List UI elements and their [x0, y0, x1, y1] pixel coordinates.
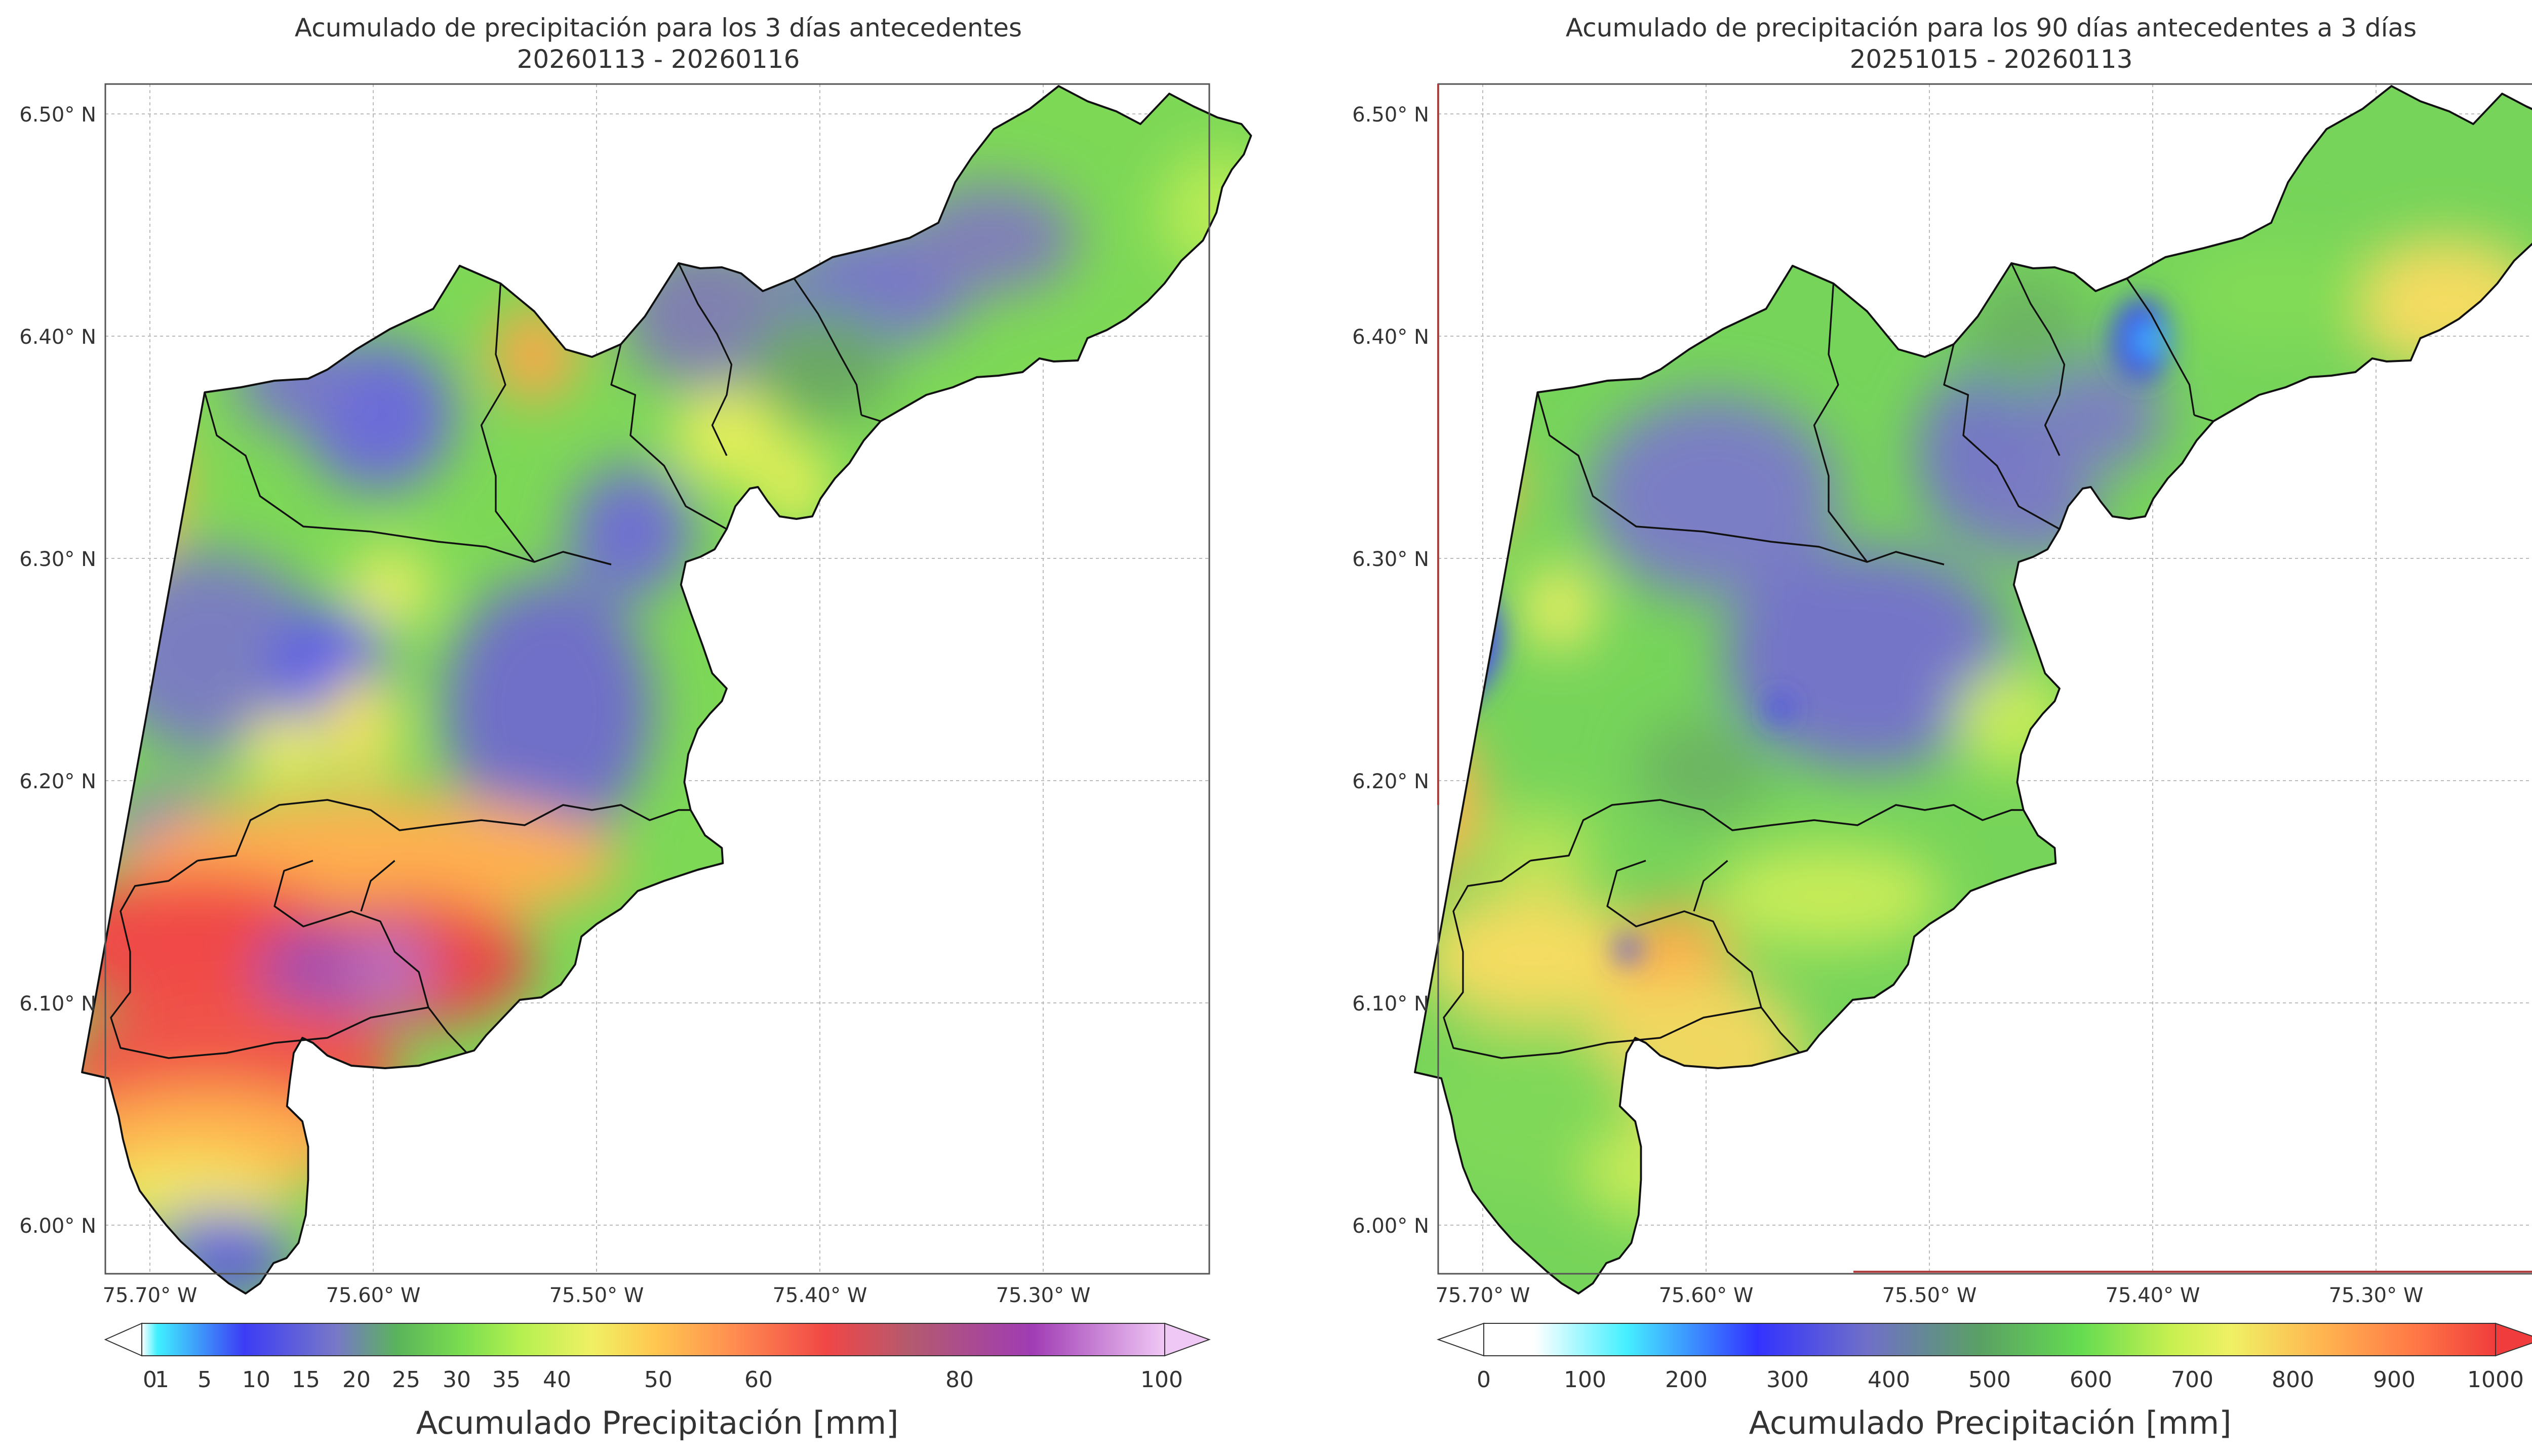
y-tick-label: 6.30° N	[19, 548, 96, 571]
map-panel-right: Acumulado de precipitación para los 90 d…	[1332, 0, 2532, 1456]
colorbar-tick: 60	[744, 1367, 773, 1393]
chart-title-left: Acumulado de precipitación para los 3 dí…	[295, 13, 1022, 43]
y-tick-label: 6.00° N	[19, 1215, 96, 1238]
x-tick-label: 75.30° W	[2329, 1284, 2424, 1307]
colorbar-label: Acumulado Precipitación [mm]	[1749, 1404, 2232, 1441]
colorbar-tick: 15	[292, 1367, 320, 1393]
y-tick-label: 6.00° N	[1352, 1215, 1429, 1238]
axes-overlay-left: Acumulado de precipitación para los 3 dí…	[19, 13, 1211, 1441]
colorbar-tick: 35	[492, 1367, 521, 1393]
colorbar-tick: 25	[392, 1367, 420, 1393]
colorbar-left: 0 1 5 10 15 20 25 30 35 40 50 60 80 100 …	[104, 1322, 1211, 1441]
y-tick-label: 6.20° N	[19, 770, 96, 793]
y-tick-labels-left: 6.50° N 6.40° N 6.30° N 6.20° N 6.10° N …	[19, 103, 96, 1238]
colorbar-right: 0 100 200 300 400 500 600 700 800 900 10…	[1437, 1322, 2532, 1441]
colorbar-gradient	[141, 1323, 1165, 1356]
x-tick-label: 75.70° W	[1436, 1284, 1530, 1307]
colorbar-tick: 80	[945, 1367, 974, 1393]
x-tick-label: 75.30° W	[996, 1284, 1091, 1307]
y-tick-labels-right: 6.50° N 6.40° N 6.30° N 6.20° N 6.10° N …	[1352, 103, 1429, 1238]
colorbar-tick: 500	[1968, 1367, 2011, 1393]
y-tick-label: 6.30° N	[1352, 548, 1429, 571]
colorbar-tick: 0	[143, 1367, 157, 1393]
x-tick-label: 75.70° W	[103, 1284, 197, 1307]
chart-subtitle-right: 20251015 - 20260113	[1850, 45, 2133, 74]
x-tick-label: 75.50° W	[549, 1284, 644, 1307]
x-tick-label: 75.60° W	[326, 1284, 421, 1307]
colorbar-tick: 200	[1665, 1367, 1708, 1393]
x-tick-label: 75.40° W	[773, 1284, 867, 1307]
y-tick-label: 6.20° N	[1352, 770, 1429, 793]
x-tick-label: 75.60° W	[1659, 1284, 1754, 1307]
y-tick-label: 6.50° N	[19, 103, 96, 127]
x-tick-label: 75.50° W	[1882, 1284, 1977, 1307]
colorbar-min-arrow	[104, 1322, 142, 1357]
colorbar-tick: 10	[242, 1367, 270, 1393]
colorbar-tick: 0	[1477, 1367, 1491, 1393]
y-tick-label: 6.50° N	[1352, 103, 1429, 127]
colorbar-min-arrow	[1437, 1322, 1484, 1357]
precip-map-left	[81, 85, 1252, 1295]
colorbar-tick: 400	[1868, 1367, 1910, 1393]
x-tick-labels-right: 75.70° W 75.60° W 75.50° W 75.40° W 75.3…	[1436, 1284, 2424, 1307]
map-figure-right: Acumulado de precipitación para los 90 d…	[1352, 13, 2532, 1441]
colorbar-tick: 5	[197, 1367, 212, 1393]
colorbar-tick: 40	[543, 1367, 571, 1393]
x-tick-labels-left: 75.70° W 75.60° W 75.50° W 75.40° W 75.3…	[103, 1284, 1091, 1307]
map-panel-left: Acumulado de precipitación para los 3 dí…	[19, 13, 1252, 1441]
colorbar-tick: 100	[1140, 1367, 1183, 1393]
y-tick-label: 6.40° N	[1352, 326, 1429, 349]
colorbar-tick: 30	[443, 1367, 471, 1393]
chart-subtitle-left: 20260113 - 20260116	[517, 45, 800, 74]
colorbar-max-arrow	[1164, 1322, 1211, 1357]
region-boundary-left	[81, 85, 1252, 1295]
colorbar-tick: 20	[342, 1367, 371, 1393]
x-tick-label: 75.40° W	[2106, 1284, 2200, 1307]
municipal-boundaries-left	[110, 263, 881, 1059]
colorbar-tick: 700	[2171, 1367, 2213, 1393]
colorbar-tick: 600	[2070, 1367, 2112, 1393]
colorbar-label: Acumulado Precipitación [mm]	[416, 1404, 899, 1441]
colorbar-tick: 1000	[2467, 1367, 2524, 1393]
y-tick-label: 6.40° N	[19, 326, 96, 349]
colorbar-tick: 1	[155, 1367, 169, 1393]
municipal-boundaries-right	[1443, 263, 2214, 1059]
y-tick-label: 6.10° N	[19, 992, 96, 1016]
colorbar-tick: 100	[1564, 1367, 1606, 1393]
colorbar-tick: 300	[1766, 1367, 1809, 1393]
chart-title-right: Acumulado de precipitación para los 90 d…	[1566, 13, 2417, 43]
region-boundary-right	[1414, 85, 2532, 1295]
y-tick-label: 6.10° N	[1352, 992, 1429, 1016]
colorbar-max-arrow	[2495, 1322, 2532, 1357]
colorbar-tick: 50	[644, 1367, 672, 1393]
colorbar-tick: 800	[2272, 1367, 2314, 1393]
colorbar-tick: 900	[2373, 1367, 2416, 1393]
colorbar-gradient	[1483, 1323, 2496, 1356]
